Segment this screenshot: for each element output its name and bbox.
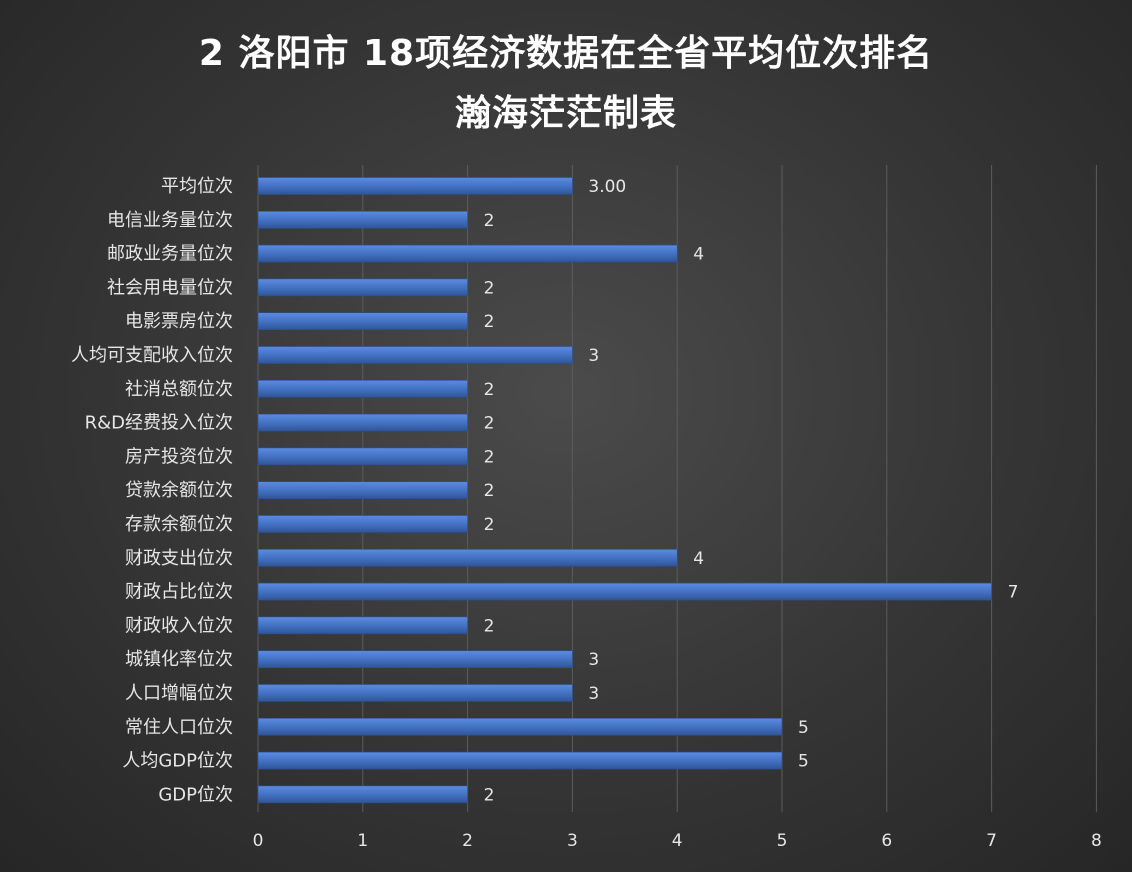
category-label-7: R&D经费投入位次 [85, 413, 233, 434]
x-tick-label-7: 7 [986, 831, 997, 851]
value-label-15: 3 [588, 684, 599, 704]
bar-4 [257, 312, 468, 331]
bar-16 [257, 717, 783, 736]
value-label-3: 2 [484, 278, 495, 298]
category-label-3: 社会用电量位次 [107, 277, 233, 298]
bar-0 [257, 177, 573, 195]
x-tick-label-2: 2 [462, 831, 473, 851]
bars [257, 177, 992, 804]
bar-18 [257, 785, 468, 804]
chart-subtitle: 瀚海茫茫制表 [454, 93, 677, 134]
chart-title: 2 洛阳市 18项经济数据在全省平均位次排名 [198, 33, 934, 74]
category-label-4: 电影票房位次 [125, 311, 233, 332]
category-label-0: 平均位次 [161, 176, 233, 197]
category-label-1: 电信业务量位次 [107, 210, 233, 231]
category-label-15: 人口增幅位次 [125, 683, 233, 704]
bar-13 [257, 616, 468, 635]
category-label-2: 邮政业务量位次 [107, 244, 233, 265]
bar-3 [257, 278, 468, 297]
value-label-11: 4 [693, 549, 704, 569]
value-label-4: 2 [484, 312, 495, 332]
value-label-16: 5 [798, 718, 809, 738]
category-label-8: 房产投资位次 [125, 446, 233, 467]
bar-5 [257, 346, 573, 364]
value-label-9: 2 [484, 481, 495, 501]
category-label-12: 财政占比位次 [125, 582, 233, 603]
x-tick-label-8: 8 [1091, 831, 1102, 851]
value-label-5: 3 [588, 346, 599, 366]
x-tick-label-0: 0 [253, 831, 264, 851]
bar-7 [257, 413, 468, 432]
bar-11 [257, 548, 678, 567]
value-label-14: 3 [588, 650, 599, 670]
value-label-13: 2 [484, 616, 495, 636]
bar-9 [257, 481, 468, 500]
value-label-1: 2 [484, 211, 495, 231]
value-label-17: 5 [798, 752, 809, 772]
bar-15 [257, 684, 573, 702]
category-label-16: 常住人口位次 [125, 717, 233, 738]
bar-1 [257, 211, 468, 229]
category-label-14: 城镇化率位次 [125, 649, 233, 670]
bar-8 [257, 447, 468, 466]
category-label-9: 贷款余额位次 [125, 480, 233, 501]
category-label-17: 人均GDP位次 [122, 751, 233, 772]
category-label-6: 社消总额位次 [125, 379, 233, 400]
value-label-12: 7 [1008, 583, 1019, 603]
bar-2 [257, 244, 678, 263]
x-tick-label-3: 3 [567, 831, 578, 851]
category-label-10: 存款余额位次 [125, 514, 233, 535]
bar-10 [257, 515, 468, 533]
value-label-6: 2 [484, 380, 495, 400]
x-tick-label-5: 5 [777, 831, 788, 851]
category-label-18: GDP位次 [158, 784, 233, 805]
value-label-18: 2 [484, 785, 495, 805]
value-label-10: 2 [484, 515, 495, 535]
bar-12 [257, 582, 992, 601]
x-tick-label-1: 1 [357, 831, 368, 851]
x-tick-label-4: 4 [672, 831, 683, 851]
x-tick-label-6: 6 [881, 831, 892, 851]
labels: 0 1 2 3 4 5 6 7 8 平均位次 3.00 电信业务量位次 2 邮政业务量位次 4 社会用电量位次… [71, 176, 1102, 851]
category-label-13: 财政收入位次 [125, 615, 233, 636]
bar-6 [257, 379, 468, 398]
value-label-0: 3.00 [588, 177, 626, 197]
category-label-11: 财政支出位次 [125, 548, 233, 569]
value-label-7: 2 [484, 414, 495, 434]
value-label-2: 4 [693, 245, 704, 265]
bar-17 [257, 751, 783, 770]
bar-14 [257, 650, 573, 669]
value-label-8: 2 [484, 447, 495, 467]
category-label-5: 人均可支配收入位次 [71, 345, 233, 366]
